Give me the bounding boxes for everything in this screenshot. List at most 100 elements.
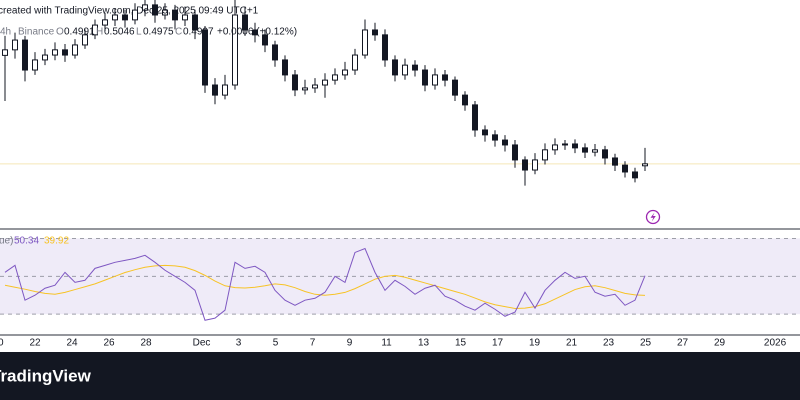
alert-icon[interactable] bbox=[645, 209, 661, 225]
candle-body bbox=[562, 143, 568, 146]
candle-body bbox=[72, 44, 78, 56]
change: +0.0006 (+0.12%) bbox=[217, 27, 297, 38]
candle-body bbox=[272, 44, 278, 61]
x-tick-label: 28 bbox=[140, 338, 152, 349]
candle-body bbox=[302, 87, 308, 91]
candle-body bbox=[22, 39, 28, 71]
alert-bolt[interactable] bbox=[650, 212, 656, 222]
candle-body bbox=[502, 139, 508, 146]
candle-body bbox=[12, 39, 18, 51]
x-axis: 20 22 24 26 28 Dec 3 5 7 9 11 13 15 17 19 21 23 25 27 29 202… bbox=[0, 338, 787, 349]
legend: 4h Binance O 0.4991 H 0.5046 L 0.4975 C … bbox=[0, 27, 297, 247]
candle-body bbox=[542, 149, 548, 161]
candle-body bbox=[132, 9, 138, 21]
alert-circle[interactable] bbox=[645, 209, 661, 225]
candle-body bbox=[372, 29, 378, 36]
candle-body bbox=[282, 59, 288, 76]
candle-body bbox=[442, 74, 448, 81]
x-tick-label: 3 bbox=[236, 338, 242, 349]
x-tick-label: 22 bbox=[29, 338, 41, 349]
candle-body bbox=[172, 9, 178, 21]
candle-body bbox=[232, 14, 238, 86]
candle-body bbox=[432, 74, 438, 86]
candle-body bbox=[262, 34, 268, 46]
candle-body bbox=[62, 49, 68, 56]
ohlc-label: H bbox=[96, 27, 103, 38]
candle-body bbox=[52, 49, 58, 56]
candle-body bbox=[392, 59, 398, 76]
candle-body bbox=[332, 74, 338, 81]
candle-body bbox=[402, 64, 408, 76]
candle-body bbox=[482, 129, 488, 136]
high-value: 0.5046 bbox=[104, 27, 135, 38]
ohlc-label: C bbox=[175, 27, 182, 38]
candle-body bbox=[142, 4, 148, 11]
x-tick-label: 15 bbox=[455, 338, 467, 349]
candle-body bbox=[452, 79, 458, 96]
candle-body bbox=[342, 69, 348, 76]
candle-body bbox=[472, 104, 478, 131]
ohlc-label: O bbox=[56, 27, 64, 38]
candle-body bbox=[202, 29, 208, 86]
candle-body bbox=[292, 74, 298, 91]
rsi-label: ue) bbox=[0, 236, 13, 247]
candle-body bbox=[222, 84, 228, 96]
x-tick-label: 9 bbox=[347, 338, 353, 349]
candle-body bbox=[362, 29, 368, 56]
rsi-line bbox=[4, 247, 646, 321]
candle-body bbox=[582, 147, 588, 153]
candle-body bbox=[82, 34, 88, 46]
rsi-pane bbox=[0, 237, 800, 321]
candle-body bbox=[242, 14, 248, 31]
candle-body bbox=[192, 14, 198, 31]
exchange: Binance bbox=[18, 27, 55, 38]
chart-title: created with TradingView.com, Dec 25, 20… bbox=[0, 6, 259, 17]
candle-body bbox=[102, 19, 108, 26]
x-tick-label: 29 bbox=[714, 338, 726, 349]
interval: 4h bbox=[0, 27, 11, 38]
candle-body bbox=[572, 143, 578, 149]
rsi-signal bbox=[4, 264, 646, 310]
x-tick-label: 17 bbox=[492, 338, 504, 349]
x-tick-label: 5 bbox=[273, 338, 279, 349]
x-tick-label: 21 bbox=[566, 338, 578, 349]
x-tick-label: Dec bbox=[193, 338, 211, 349]
candle-body bbox=[32, 59, 38, 71]
brand: TradingView bbox=[0, 366, 92, 385]
price-pane bbox=[0, 0, 800, 186]
candle-body bbox=[122, 14, 128, 21]
candle-body bbox=[492, 134, 498, 141]
low-value: 0.4975 bbox=[143, 27, 174, 38]
candle-body bbox=[112, 14, 118, 21]
candle-body bbox=[382, 34, 388, 61]
candle-body bbox=[462, 94, 468, 106]
rsi-value: 50.34 bbox=[14, 236, 39, 247]
candle-body bbox=[252, 29, 258, 36]
candle-body bbox=[412, 64, 418, 71]
x-tick-label: 27 bbox=[677, 338, 689, 349]
x-tick-label: 26 bbox=[103, 338, 115, 349]
candle-body bbox=[352, 54, 358, 71]
x-tick-label: 7 bbox=[310, 338, 316, 349]
x-tick-label: 23 bbox=[603, 338, 615, 349]
candle-body bbox=[42, 54, 48, 61]
background bbox=[0, 0, 800, 352]
open-value: 0.4991 bbox=[64, 27, 95, 38]
candle-body bbox=[612, 157, 618, 166]
candle-body bbox=[512, 144, 518, 161]
x-tick-label: 20 bbox=[0, 338, 4, 349]
x-tick-label: 2026 bbox=[764, 338, 787, 349]
candle-body bbox=[602, 149, 608, 159]
candle-body bbox=[552, 144, 558, 151]
candle-body bbox=[642, 163, 648, 167]
candle-body bbox=[522, 159, 528, 171]
candle-body bbox=[622, 164, 628, 173]
ohlc-label: L bbox=[136, 27, 142, 38]
x-tick-label: 13 bbox=[418, 338, 430, 349]
candle-body bbox=[592, 149, 598, 153]
x-tick-label: 25 bbox=[640, 338, 652, 349]
candle-body bbox=[312, 84, 318, 89]
x-tick-label: 11 bbox=[381, 338, 392, 349]
